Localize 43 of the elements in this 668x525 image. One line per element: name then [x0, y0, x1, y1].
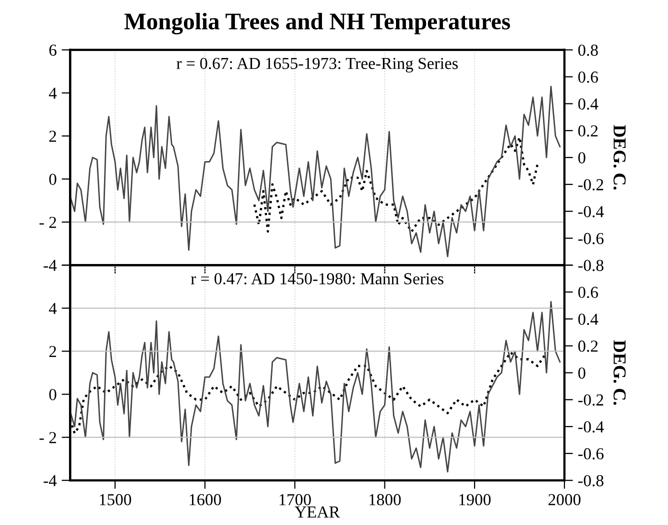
y2-tick-label: -0.6 — [578, 232, 604, 244]
y2-tick-label: 0.2 — [578, 125, 598, 137]
y2-tick-label: -0.2 — [578, 394, 604, 406]
y2-tick-label: -0.2 — [578, 179, 604, 190]
y2-tick-label: -0.4 — [578, 206, 604, 218]
y2-tick-label: 0.6 — [578, 286, 598, 298]
y2-tick-label: 0 — [578, 152, 586, 164]
y2-tick-label: -0.8 — [578, 260, 604, 272]
y2-tick-label: 0.2 — [578, 340, 598, 352]
x-axis-title: YEAR — [294, 506, 340, 518]
line-series — [70, 86, 561, 258]
y-tick-label: 4 — [48, 302, 57, 314]
x-tick-label: 1900 — [459, 494, 491, 506]
y2-tick-label: -0.4 — [578, 421, 604, 433]
y-tick-label: - 2 — [40, 432, 56, 444]
y-tick-label: 6 — [49, 44, 56, 56]
line-series — [70, 301, 561, 472]
y-tick-label: -4 — [44, 260, 57, 271]
y2-tick-label: 0.4 — [578, 314, 598, 325]
y-tick-label: 2 — [49, 346, 56, 358]
y2-axis-title: DEG. C. — [613, 340, 626, 405]
y-tick-label: 2 — [49, 130, 56, 142]
x-tick-label: 1800 — [370, 494, 401, 506]
x-tick-label: 1600 — [190, 494, 221, 506]
x-tick-label: 1700 — [280, 494, 311, 506]
y-tick-label: 4 — [48, 88, 57, 99]
y2-tick-label: -0.6 — [578, 448, 604, 460]
annotation: r = 0.47: AD 1450-1980: Mann Series — [190, 273, 444, 284]
x-tick-label: 2000 — [548, 494, 580, 506]
line-series — [253, 136, 542, 233]
y-tick-label: -4 — [44, 475, 57, 486]
x-tick-label: 1500 — [100, 494, 132, 506]
y-tick-label: 0 — [49, 388, 56, 400]
y2-axis-title: DEG. C. — [613, 124, 626, 190]
chart-title: Mongolia Trees and NH Temperatures — [124, 12, 510, 34]
y-tick-label: 0 — [49, 174, 56, 185]
y-tick-label: - 2 — [40, 216, 56, 228]
annotation: r = 0.67: AD 1655-1973: Tree-Ring Series — [176, 58, 458, 72]
y2-tick-label: -0.8 — [578, 475, 604, 486]
y2-tick-label: 0.6 — [578, 71, 598, 83]
y2-tick-label: 0 — [578, 367, 586, 379]
y2-tick-label: 0.8 — [578, 44, 598, 56]
y2-tick-label: 0.4 — [578, 98, 598, 110]
